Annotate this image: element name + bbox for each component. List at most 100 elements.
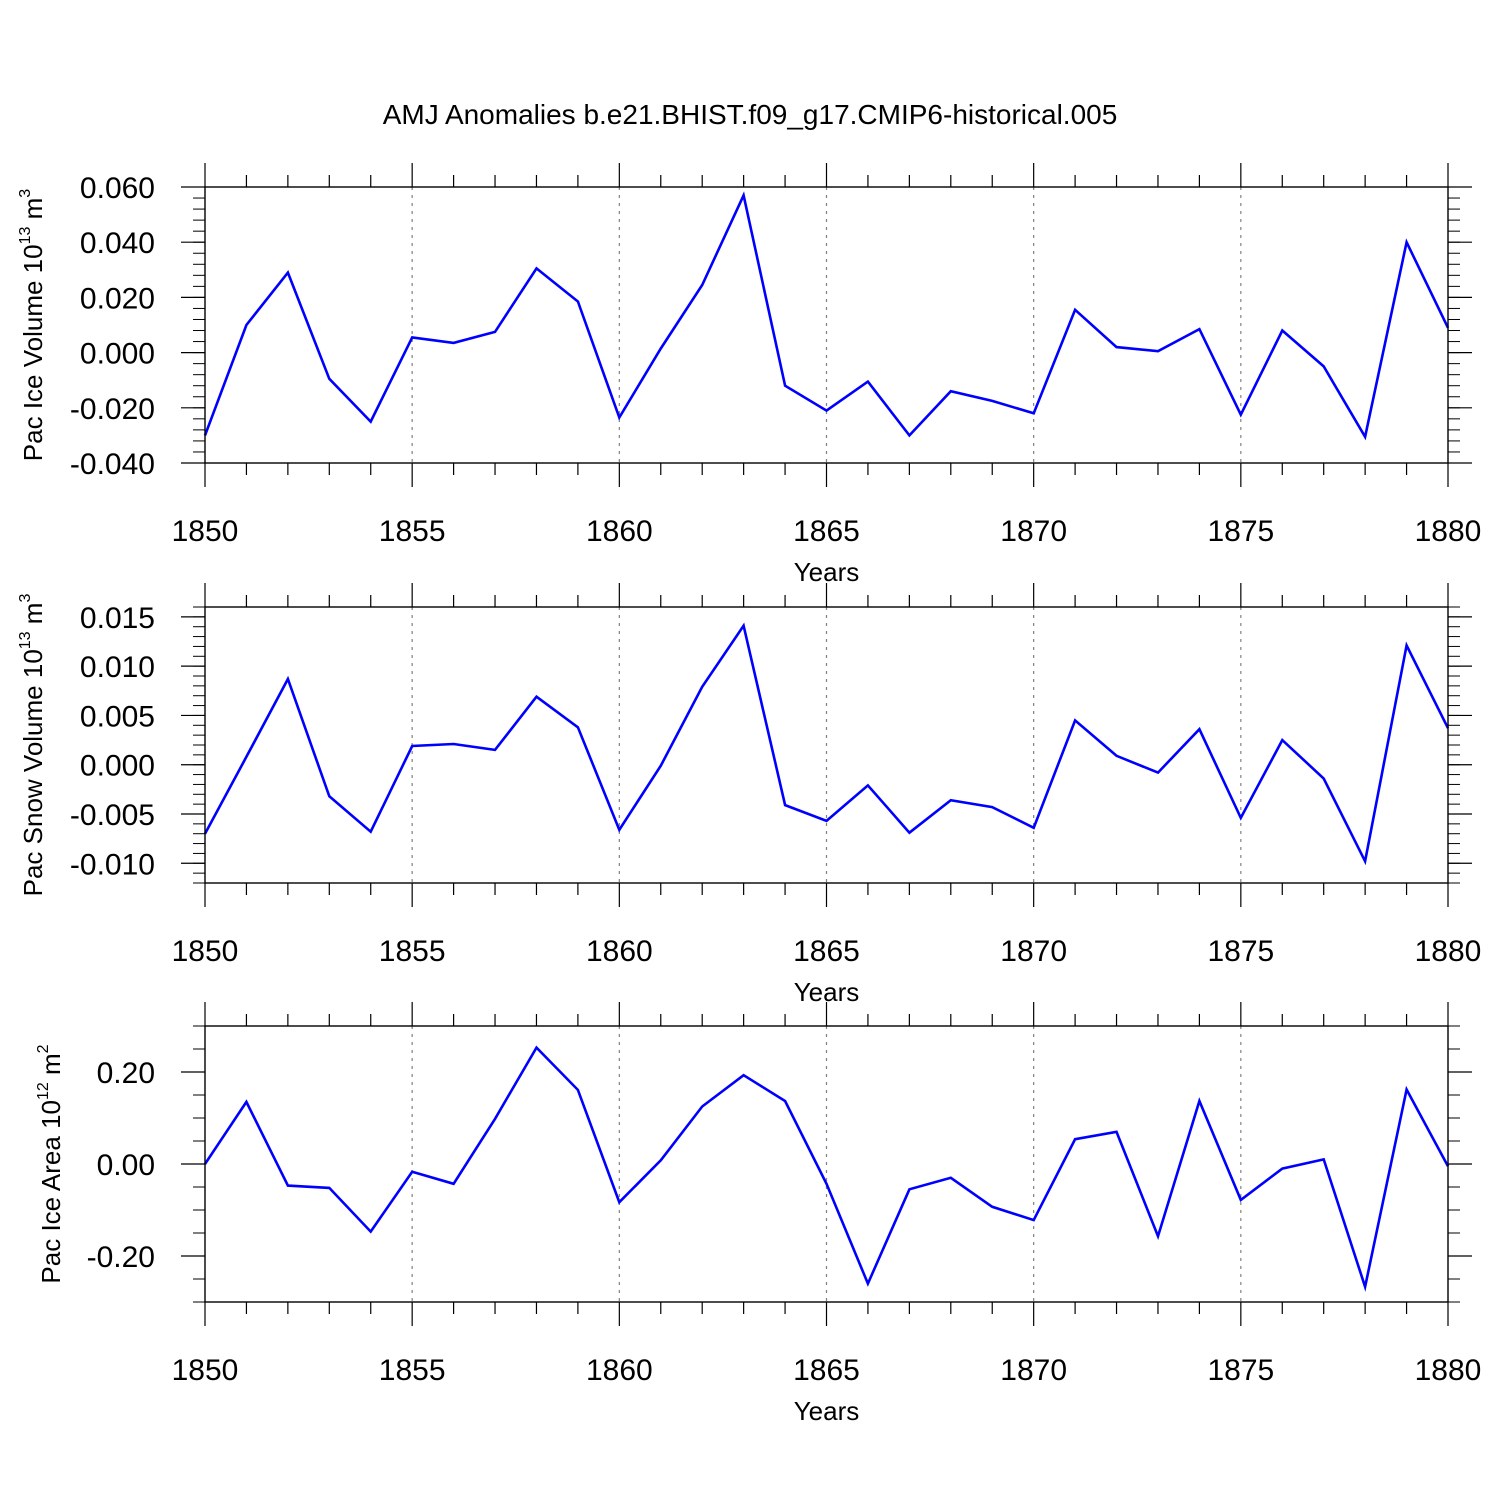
data-point <box>493 1117 497 1121</box>
y-tick-label: -0.020 <box>70 393 155 426</box>
y-axis-label-exponent: 12 <box>35 1082 52 1100</box>
data-point <box>1197 727 1201 731</box>
data-point <box>742 1073 746 1077</box>
data-point <box>534 695 538 699</box>
y-axis-label-text: Pac Ice Area 10 <box>36 1100 66 1284</box>
data-point <box>1239 1198 1243 1202</box>
data-point <box>1115 754 1119 758</box>
x-tick-label: 1875 <box>1207 935 1274 968</box>
data-point <box>617 828 621 832</box>
data-point <box>659 346 663 350</box>
y-axis-label-unit: m <box>18 198 48 227</box>
data-point <box>576 725 580 729</box>
y-axis-label-unit-exponent: 2 <box>35 1044 52 1053</box>
x-tick-label: 1855 <box>379 935 446 968</box>
x-tick-label: 1850 <box>172 1354 239 1387</box>
data-point <box>1115 345 1119 349</box>
x-tick-label: 1860 <box>586 1354 653 1387</box>
y-tick-label: -0.040 <box>70 448 155 481</box>
data-point <box>825 1182 829 1186</box>
data-point <box>410 335 414 339</box>
data-point <box>369 1230 373 1234</box>
data-point <box>1239 816 1243 820</box>
data-point <box>1156 1234 1160 1238</box>
y-tick-label: 0.015 <box>80 602 155 635</box>
data-point <box>1197 1099 1201 1103</box>
data-point <box>1322 777 1326 781</box>
plot-frame <box>204 186 1449 464</box>
y-tick-label: 0.060 <box>80 172 155 205</box>
series-line <box>203 191 1450 441</box>
y-axis-label: Pac Snow Volume 1013 m3 <box>17 594 48 897</box>
y-tick-label: 0.00 <box>97 1149 155 1182</box>
data-point <box>369 830 373 834</box>
data-point <box>1322 1157 1326 1161</box>
x-axis-label: Years <box>794 1396 860 1426</box>
y-axis-label-unit: m <box>18 603 48 632</box>
data-point <box>1239 413 1243 417</box>
data-point <box>452 341 456 345</box>
data-point <box>576 300 580 304</box>
y-tick-label: -0.005 <box>70 799 155 832</box>
y-axis-label: Pac Ice Volume 1013 m3 <box>17 189 48 462</box>
data-point <box>534 266 538 270</box>
data-point <box>1073 718 1077 722</box>
panel-1: -0.040 -0.020 0.000 0.020 0.040 0.060 1850 1855… <box>17 163 1481 587</box>
y-tick-label: 0.005 <box>80 700 155 733</box>
y-tick-label: -0.010 <box>70 848 155 881</box>
data-point <box>949 1176 953 1180</box>
data-point <box>617 415 621 419</box>
data-point <box>907 831 911 835</box>
data-point <box>534 1046 538 1050</box>
data-point <box>244 323 248 327</box>
data-point <box>327 794 331 798</box>
data-point <box>825 409 829 413</box>
data-point <box>410 1170 414 1174</box>
x-tick-label: 1865 <box>793 1354 860 1387</box>
x-tick-label: 1850 <box>172 515 239 548</box>
y-tick-label: 0.040 <box>80 227 155 260</box>
x-tick-label: 1880 <box>1415 935 1482 968</box>
y-axis-label-unit-exponent: 3 <box>17 189 34 198</box>
data-point <box>369 420 373 424</box>
series-line <box>203 1045 1450 1292</box>
y-tick-label: 0.000 <box>80 338 155 371</box>
data-point <box>1363 435 1367 439</box>
y-axis-label-unit: m <box>36 1053 66 1082</box>
data-point <box>700 685 704 689</box>
data-point <box>493 330 497 334</box>
x-tick-label: 1860 <box>586 515 653 548</box>
panel-3: -0.20 0.00 0.20 1850 1855 1860 1865 1870 1875 188… <box>35 1002 1481 1426</box>
y-axis-label-exponent: 13 <box>17 226 34 244</box>
y-axis-label-text: Pac Ice Volume 10 <box>18 244 48 461</box>
y-axis-label-text: Pac Snow Volume 10 <box>18 649 48 896</box>
y-axis-label-unit-exponent: 3 <box>17 594 34 603</box>
plot-frame <box>204 1025 1449 1303</box>
data-point <box>907 1187 911 1191</box>
data-point <box>659 1158 663 1162</box>
data-point <box>1032 826 1036 830</box>
data-point <box>1405 1087 1409 1091</box>
series-line <box>203 622 1450 866</box>
x-tick-label: 1855 <box>379 1354 446 1387</box>
data-point <box>1197 327 1201 331</box>
data-point <box>410 744 414 748</box>
data-point <box>286 1184 290 1188</box>
y-tick-label: -0.20 <box>87 1241 155 1274</box>
data-point <box>452 1182 456 1186</box>
data-point <box>327 1186 331 1190</box>
data-point <box>742 624 746 628</box>
data-point <box>1363 859 1367 863</box>
data-point <box>866 783 870 787</box>
x-tick-label: 1880 <box>1415 1354 1482 1387</box>
data-point <box>990 805 994 809</box>
data-point <box>1280 329 1284 333</box>
data-point <box>1032 411 1036 415</box>
data-point <box>244 755 248 759</box>
data-point <box>1405 643 1409 647</box>
data-point <box>990 1205 994 1209</box>
plot-frame <box>204 606 1449 884</box>
data-point <box>617 1200 621 1204</box>
data-point <box>1280 738 1284 742</box>
data-point <box>949 389 953 393</box>
